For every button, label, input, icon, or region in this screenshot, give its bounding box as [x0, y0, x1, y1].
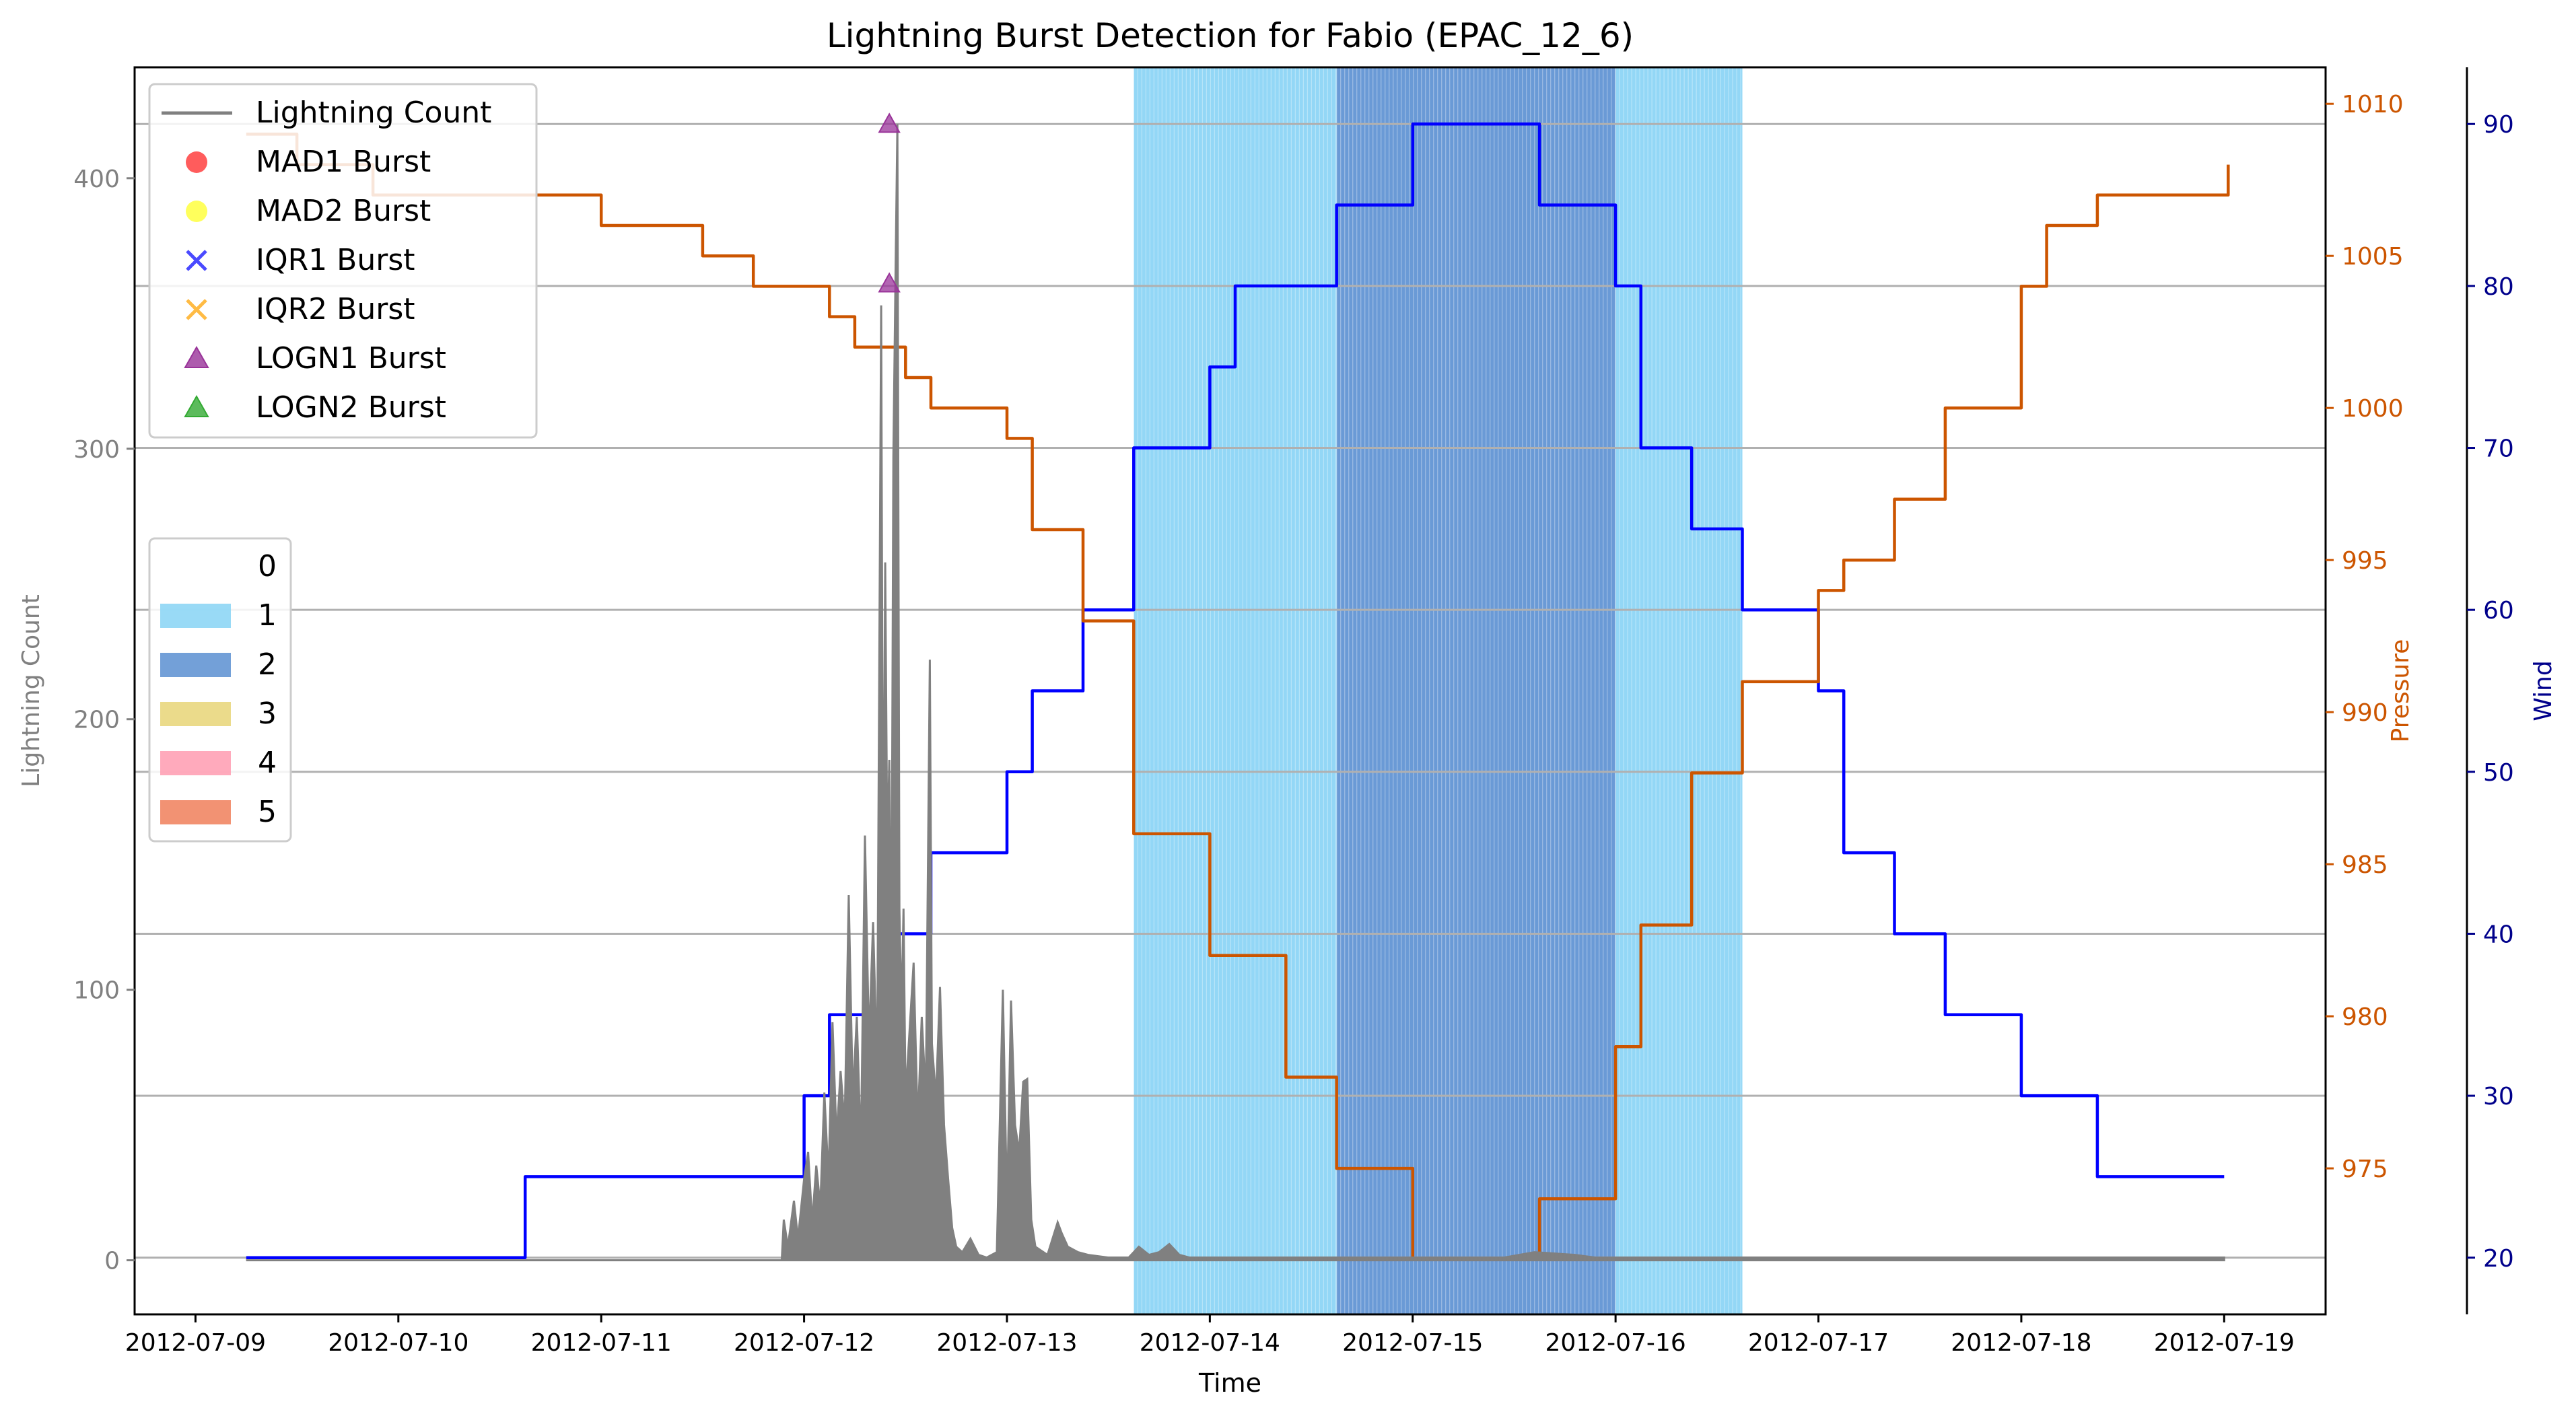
- series-lightning-count: [246, 124, 2225, 1262]
- y-wind-tick-label: 70: [2483, 435, 2514, 463]
- legend-bursts-box: [148, 83, 538, 439]
- legend-bursts-label: MAD2 Burst: [256, 194, 431, 228]
- x-tick-label: 2012-07-13: [936, 1329, 1077, 1357]
- y-pressure-label: Pressure: [2387, 639, 2414, 743]
- legend-categories: 0 1 2 3 4 5: [148, 537, 292, 843]
- legend-bursts-label: MAD1 Burst: [256, 145, 431, 179]
- legend-bursts-label: IQR2 Burst: [256, 292, 415, 326]
- legend-category-label: 3: [258, 697, 277, 731]
- y-wind-tick-label: 60: [2483, 597, 2514, 625]
- x-tick-label: 2012-07-10: [328, 1329, 468, 1357]
- x-tick-label: 2012-07-11: [531, 1329, 672, 1357]
- legend-category-label: 2: [258, 647, 277, 682]
- x-tick-label: 2012-07-14: [1140, 1329, 1280, 1357]
- y-left-tick-label: 100: [73, 977, 120, 1005]
- y-wind-tick-label: 30: [2483, 1083, 2514, 1110]
- y-pressure-tick-label: 1010: [2342, 91, 2404, 118]
- y-left-label: Lightning Count: [18, 594, 45, 787]
- y-wind-tick-label: 20: [2483, 1245, 2514, 1273]
- y-pressure-tick-label: 975: [2342, 1156, 2388, 1183]
- x-tick-label: 2012-07-19: [2154, 1329, 2295, 1357]
- legend-category-swatch: [160, 604, 231, 628]
- y-pressure-tick-label: 1000: [2342, 395, 2404, 423]
- y-pressure-tick-label: 1005: [2342, 243, 2404, 271]
- y-left-tick-label: 300: [73, 436, 120, 464]
- legend-bursts-label: IQR1 Burst: [256, 243, 415, 277]
- burst-marker-logn1: [878, 272, 901, 293]
- category-band-1: [1134, 67, 1337, 1314]
- y-wind-tick-label: 40: [2483, 921, 2514, 948]
- legend-bursts-label: LOGN1 Burst: [256, 341, 446, 376]
- x-axis-label: Time: [1198, 1368, 1261, 1398]
- category-bands: [1133, 67, 1743, 1314]
- series-pressure: [246, 133, 2230, 1261]
- y-left-tick-label: 400: [73, 166, 120, 193]
- y-wind-tick-label: 80: [2483, 273, 2514, 301]
- x-tick-label: 2012-07-16: [1545, 1329, 1686, 1357]
- x-tick-label: 2012-07-17: [1748, 1329, 1889, 1357]
- legend-category-label: 5: [258, 795, 277, 829]
- y-pressure-tick-label: 980: [2342, 1003, 2388, 1031]
- y-left-tick-label: 200: [73, 707, 120, 734]
- series-wind: [246, 122, 2225, 1260]
- legend-category-swatch: [160, 653, 231, 677]
- legend-x-marker: [186, 299, 207, 320]
- legend-category-label: 1: [258, 598, 277, 633]
- category-band-1: [1615, 67, 1743, 1314]
- x-tick-label: 2012-07-15: [1342, 1329, 1483, 1357]
- legend-bursts-label: Lightning Count: [256, 96, 491, 130]
- legend-circle-marker: [186, 151, 207, 173]
- legend-triangle-marker: [184, 394, 209, 417]
- legend-category-swatch: [160, 800, 231, 824]
- legend-circle-marker: [186, 201, 207, 222]
- burst-marker-logn1: [878, 112, 901, 133]
- y-wind-label: Wind: [2530, 660, 2557, 721]
- legend-bursts-label: LOGN2 Burst: [256, 390, 446, 425]
- legend-bursts: Lightning Count MAD1 Burst MAD2 Burst IQR1 …: [148, 83, 538, 439]
- legend-category-label: 0: [258, 549, 277, 583]
- y-wind-tick-label: 90: [2483, 111, 2514, 139]
- legend-category-swatch: [160, 751, 231, 775]
- x-tick-label: 2012-07-09: [125, 1329, 266, 1357]
- x-tick-label: 2012-07-12: [734, 1329, 874, 1357]
- category-band-2: [1336, 67, 1616, 1314]
- y-left-tick-label: 0: [104, 1248, 120, 1275]
- chart-title: Lightning Burst Detection for Fabio (EPA…: [827, 16, 1634, 55]
- y-wind-tick-label: 50: [2483, 759, 2514, 787]
- y-pressure-tick-label: 990: [2342, 699, 2388, 727]
- plot-frame: [133, 66, 2327, 1316]
- series-group: [246, 122, 2230, 1262]
- legend-category-swatch: [160, 555, 231, 579]
- legend-category-label: 4: [258, 746, 277, 780]
- legend-x-marker: [186, 250, 207, 271]
- legend-triangle-marker: [184, 345, 209, 368]
- legend-category-swatch: [160, 702, 231, 726]
- y-pressure-tick-label: 985: [2342, 851, 2388, 879]
- y-pressure-tick-label: 995: [2342, 547, 2388, 575]
- x-tick-label: 2012-07-18: [1951, 1329, 2091, 1357]
